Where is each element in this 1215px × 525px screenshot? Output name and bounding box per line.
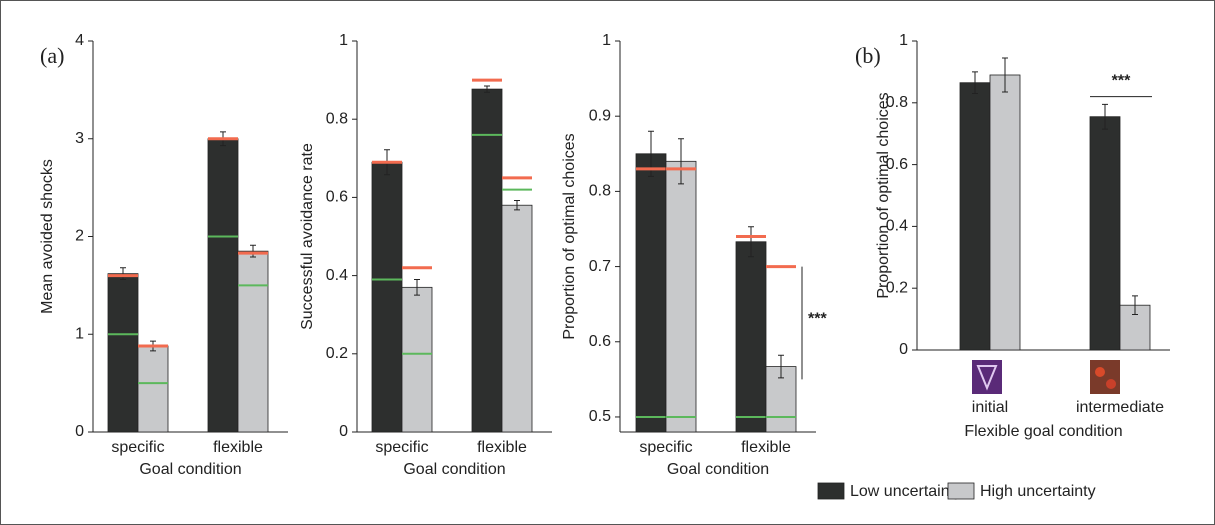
intermediate-goal-icon-shape: [1106, 379, 1116, 389]
y-tick-label: 1: [339, 32, 348, 49]
y-tick-label: 3: [75, 130, 84, 147]
x-tick-label: specific: [375, 439, 428, 456]
legend-swatch: [948, 483, 974, 499]
x-tick-label: flexible: [213, 439, 263, 456]
bar: [472, 89, 502, 432]
bar: [138, 346, 168, 432]
intermediate-goal-icon: [1090, 360, 1120, 394]
x-axis-label: Goal condition: [139, 461, 241, 478]
x-tick-label: initial: [972, 399, 1008, 416]
x-axis-label: Flexible goal condition: [964, 423, 1122, 440]
figure: 0 1 2 3 4 Mean avoided shocks Goal condition (a…: [0, 0, 1215, 525]
y-tick-label: 0: [899, 341, 908, 358]
x-tick-label: specific: [111, 439, 164, 456]
y-tick-label: 0.8: [589, 183, 611, 200]
panel-label: (a): [40, 43, 64, 68]
y-axis-label: Proportion of optimal choices: [875, 92, 892, 298]
y-tick-label: 0.5: [589, 408, 611, 425]
y-tick-label: 1: [899, 32, 908, 49]
y-tick-label: 0: [75, 423, 84, 440]
bar: [502, 205, 532, 432]
x-tick-label: flexible: [741, 439, 791, 456]
x-axis-label: Goal condition: [667, 461, 769, 478]
bar: [736, 242, 766, 432]
y-axis-label: Proportion of optimal choices: [561, 133, 578, 339]
y-tick-label: 0.8: [326, 110, 348, 127]
y-tick-label: 0.6: [589, 333, 611, 350]
y-axis-label: Successful avoidance rate: [299, 143, 316, 330]
y-tick-label: 1: [602, 32, 611, 49]
y-tick-label: 0.6: [326, 189, 348, 206]
x-tick-label: flexible: [477, 439, 527, 456]
y-tick-label: 0: [339, 423, 348, 440]
significance-label: ***: [1112, 72, 1131, 89]
bar: [1090, 117, 1120, 350]
bar: [372, 162, 402, 432]
bar: [208, 139, 238, 432]
bar: [108, 274, 138, 432]
y-tick-label: 4: [75, 32, 84, 49]
y-tick-label: 0.9: [589, 107, 611, 124]
y-axis-label: Mean avoided shocks: [39, 159, 56, 314]
x-tick-label: specific: [639, 439, 692, 456]
legend-swatch: [818, 483, 844, 499]
bar: [960, 83, 990, 350]
panel-label: (b): [855, 43, 881, 68]
bar: [636, 154, 666, 432]
bar: [238, 251, 268, 432]
y-tick-label: 0.4: [326, 267, 348, 284]
y-tick-label: 0.7: [589, 258, 611, 275]
y-tick-label: 1: [75, 325, 84, 342]
bar: [666, 161, 696, 432]
x-tick-label: intermediate: [1076, 399, 1164, 416]
bar: [990, 75, 1020, 350]
intermediate-goal-icon-shape: [1095, 367, 1105, 377]
legend-label: Low uncertainty: [850, 483, 962, 500]
bar: [402, 287, 432, 432]
y-tick-label: 2: [75, 228, 84, 245]
y-tick-label: 0.2: [326, 345, 348, 362]
legend-label: High uncertainty: [980, 483, 1096, 500]
significance-label: ***: [808, 310, 827, 327]
x-axis-label: Goal condition: [403, 461, 505, 478]
